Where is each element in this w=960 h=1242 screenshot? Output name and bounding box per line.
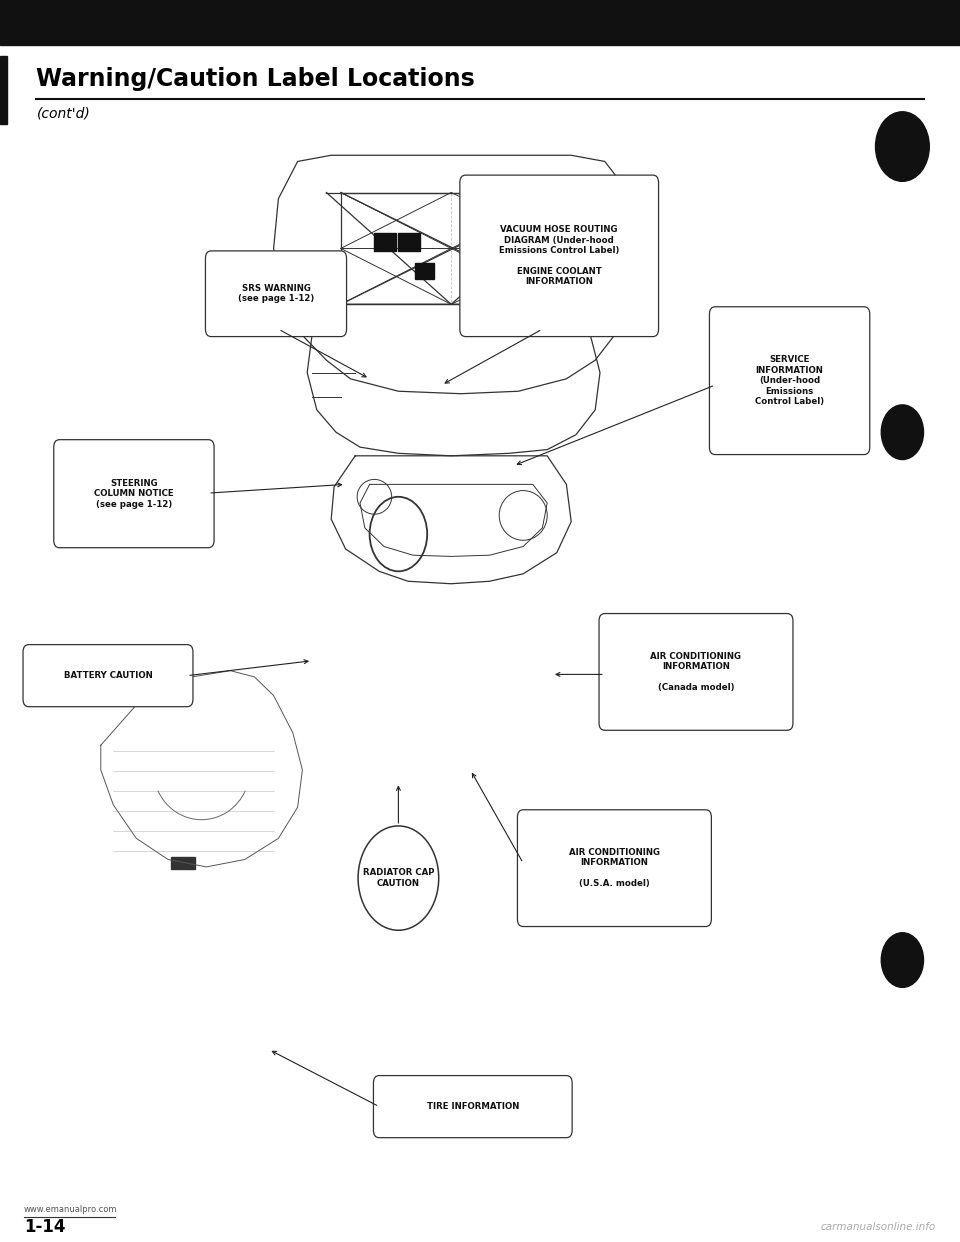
Text: RADIATOR CAP
CAUTION: RADIATOR CAP CAUTION: [363, 868, 434, 888]
FancyBboxPatch shape: [205, 251, 347, 337]
Text: (cont'd): (cont'd): [36, 106, 90, 120]
Text: Warning/Caution Label Locations: Warning/Caution Label Locations: [36, 67, 475, 92]
Text: BATTERY CAUTION: BATTERY CAUTION: [63, 671, 153, 681]
FancyBboxPatch shape: [599, 614, 793, 730]
Text: 1-14: 1-14: [24, 1218, 65, 1236]
Text: AIR CONDITIONING
INFORMATION

(Canada model): AIR CONDITIONING INFORMATION (Canada mod…: [651, 652, 741, 692]
Bar: [0, 56, 7, 124]
Circle shape: [358, 826, 439, 930]
Circle shape: [881, 405, 924, 460]
Text: SRS WARNING
(see page 1-12): SRS WARNING (see page 1-12): [238, 284, 314, 303]
FancyBboxPatch shape: [23, 645, 193, 707]
Text: www.emanualpro.com: www.emanualpro.com: [24, 1205, 117, 1215]
Text: TIRE INFORMATION: TIRE INFORMATION: [426, 1102, 519, 1112]
Bar: [0, 0, 960, 46]
Bar: [171, 857, 195, 869]
FancyBboxPatch shape: [373, 1076, 572, 1138]
Bar: [398, 233, 420, 251]
FancyBboxPatch shape: [54, 440, 214, 548]
Circle shape: [876, 112, 929, 181]
Bar: [374, 233, 396, 251]
Text: STEERING
COLUMN NOTICE
(see page 1-12): STEERING COLUMN NOTICE (see page 1-12): [94, 479, 174, 508]
Circle shape: [881, 933, 924, 987]
Text: AIR CONDITIONING
INFORMATION

(U.S.A. model): AIR CONDITIONING INFORMATION (U.S.A. mod…: [569, 848, 660, 888]
Text: VACUUM HOSE ROUTING
DIAGRAM (Under-hood
Emissions Control Label)

ENGINE COOLANT: VACUUM HOSE ROUTING DIAGRAM (Under-hood …: [499, 225, 619, 287]
FancyBboxPatch shape: [709, 307, 870, 455]
FancyBboxPatch shape: [460, 175, 659, 337]
Bar: [415, 263, 434, 279]
Text: SERVICE
INFORMATION
(Under-hood
Emissions
Control Label): SERVICE INFORMATION (Under-hood Emission…: [755, 355, 825, 406]
Text: carmanualsonline.info: carmanualsonline.info: [821, 1222, 936, 1232]
FancyBboxPatch shape: [517, 810, 711, 927]
